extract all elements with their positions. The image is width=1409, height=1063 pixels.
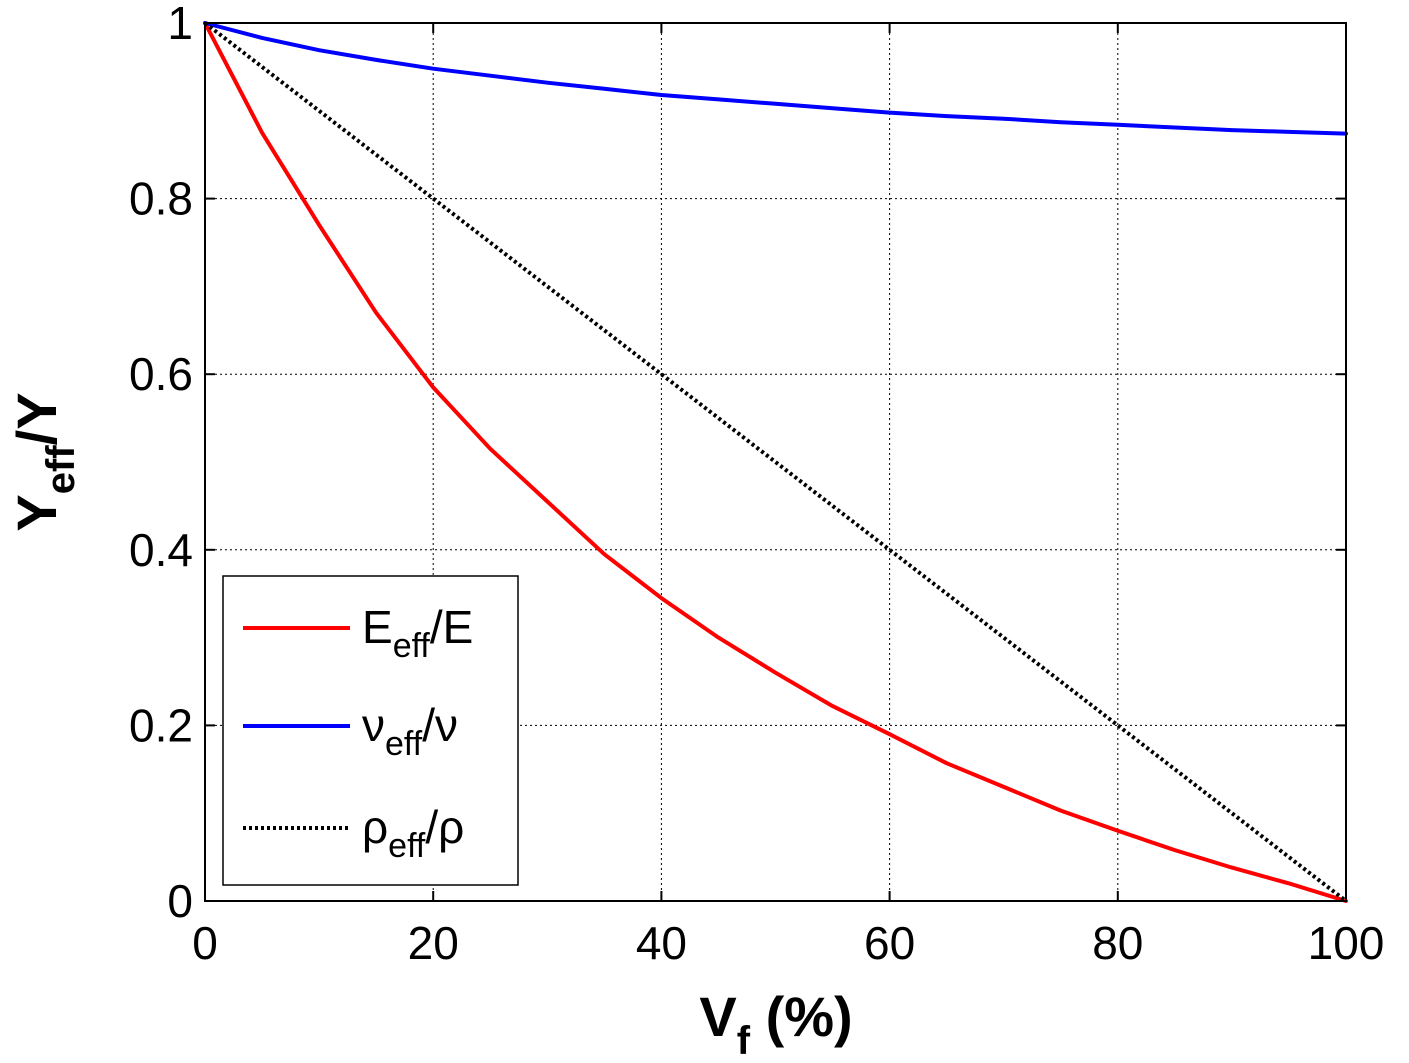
y-axis-label-main: Y — [5, 494, 68, 531]
y-tick-label: 0.2 — [129, 699, 193, 751]
x-tick-label: 80 — [1092, 917, 1143, 969]
x-axis-label-rest: (%) — [750, 985, 853, 1048]
x-axis-label-sub: f — [737, 1019, 751, 1063]
ticks: 0 20 40 60 80 100 0 0.2 0.4 0.6 0.8 1 — [129, 0, 1384, 969]
grid — [205, 23, 1346, 901]
x-tick-label: 0 — [192, 917, 218, 969]
x-tick-label: 20 — [408, 917, 459, 969]
series-line-1 — [203, 21, 1348, 136]
legend-label-e: Eeff/E — [362, 601, 473, 665]
legend-label-rho: ρeff/ρ — [362, 801, 464, 865]
x-axis-label-main: V — [699, 985, 736, 1048]
plot-frame — [204, 22, 1347, 902]
x-tick-label: 40 — [636, 917, 687, 969]
y-tick-label: 0.6 — [129, 348, 193, 400]
x-axis-label: Vf (%) — [699, 985, 852, 1063]
series-line-0 — [203, 21, 1348, 903]
y-tick-label: 0 — [167, 875, 193, 927]
y-axis-label-sub: eff — [39, 445, 83, 495]
legend-label-nu: νeff/ν — [362, 699, 458, 763]
series-lines — [203, 21, 1348, 903]
y-axis-label: Yeff/Y — [5, 392, 83, 531]
y-axis-label-rest: /Y — [5, 392, 68, 445]
y-tick-label: 1 — [167, 0, 193, 49]
y-tick-label: 0.4 — [129, 524, 193, 576]
x-tick-label: 60 — [864, 917, 915, 969]
legend: Eeff/E νeff/ν ρeff/ρ — [222, 575, 519, 886]
x-tick-label: 100 — [1308, 917, 1385, 969]
y-tick-label: 0.8 — [129, 173, 193, 225]
